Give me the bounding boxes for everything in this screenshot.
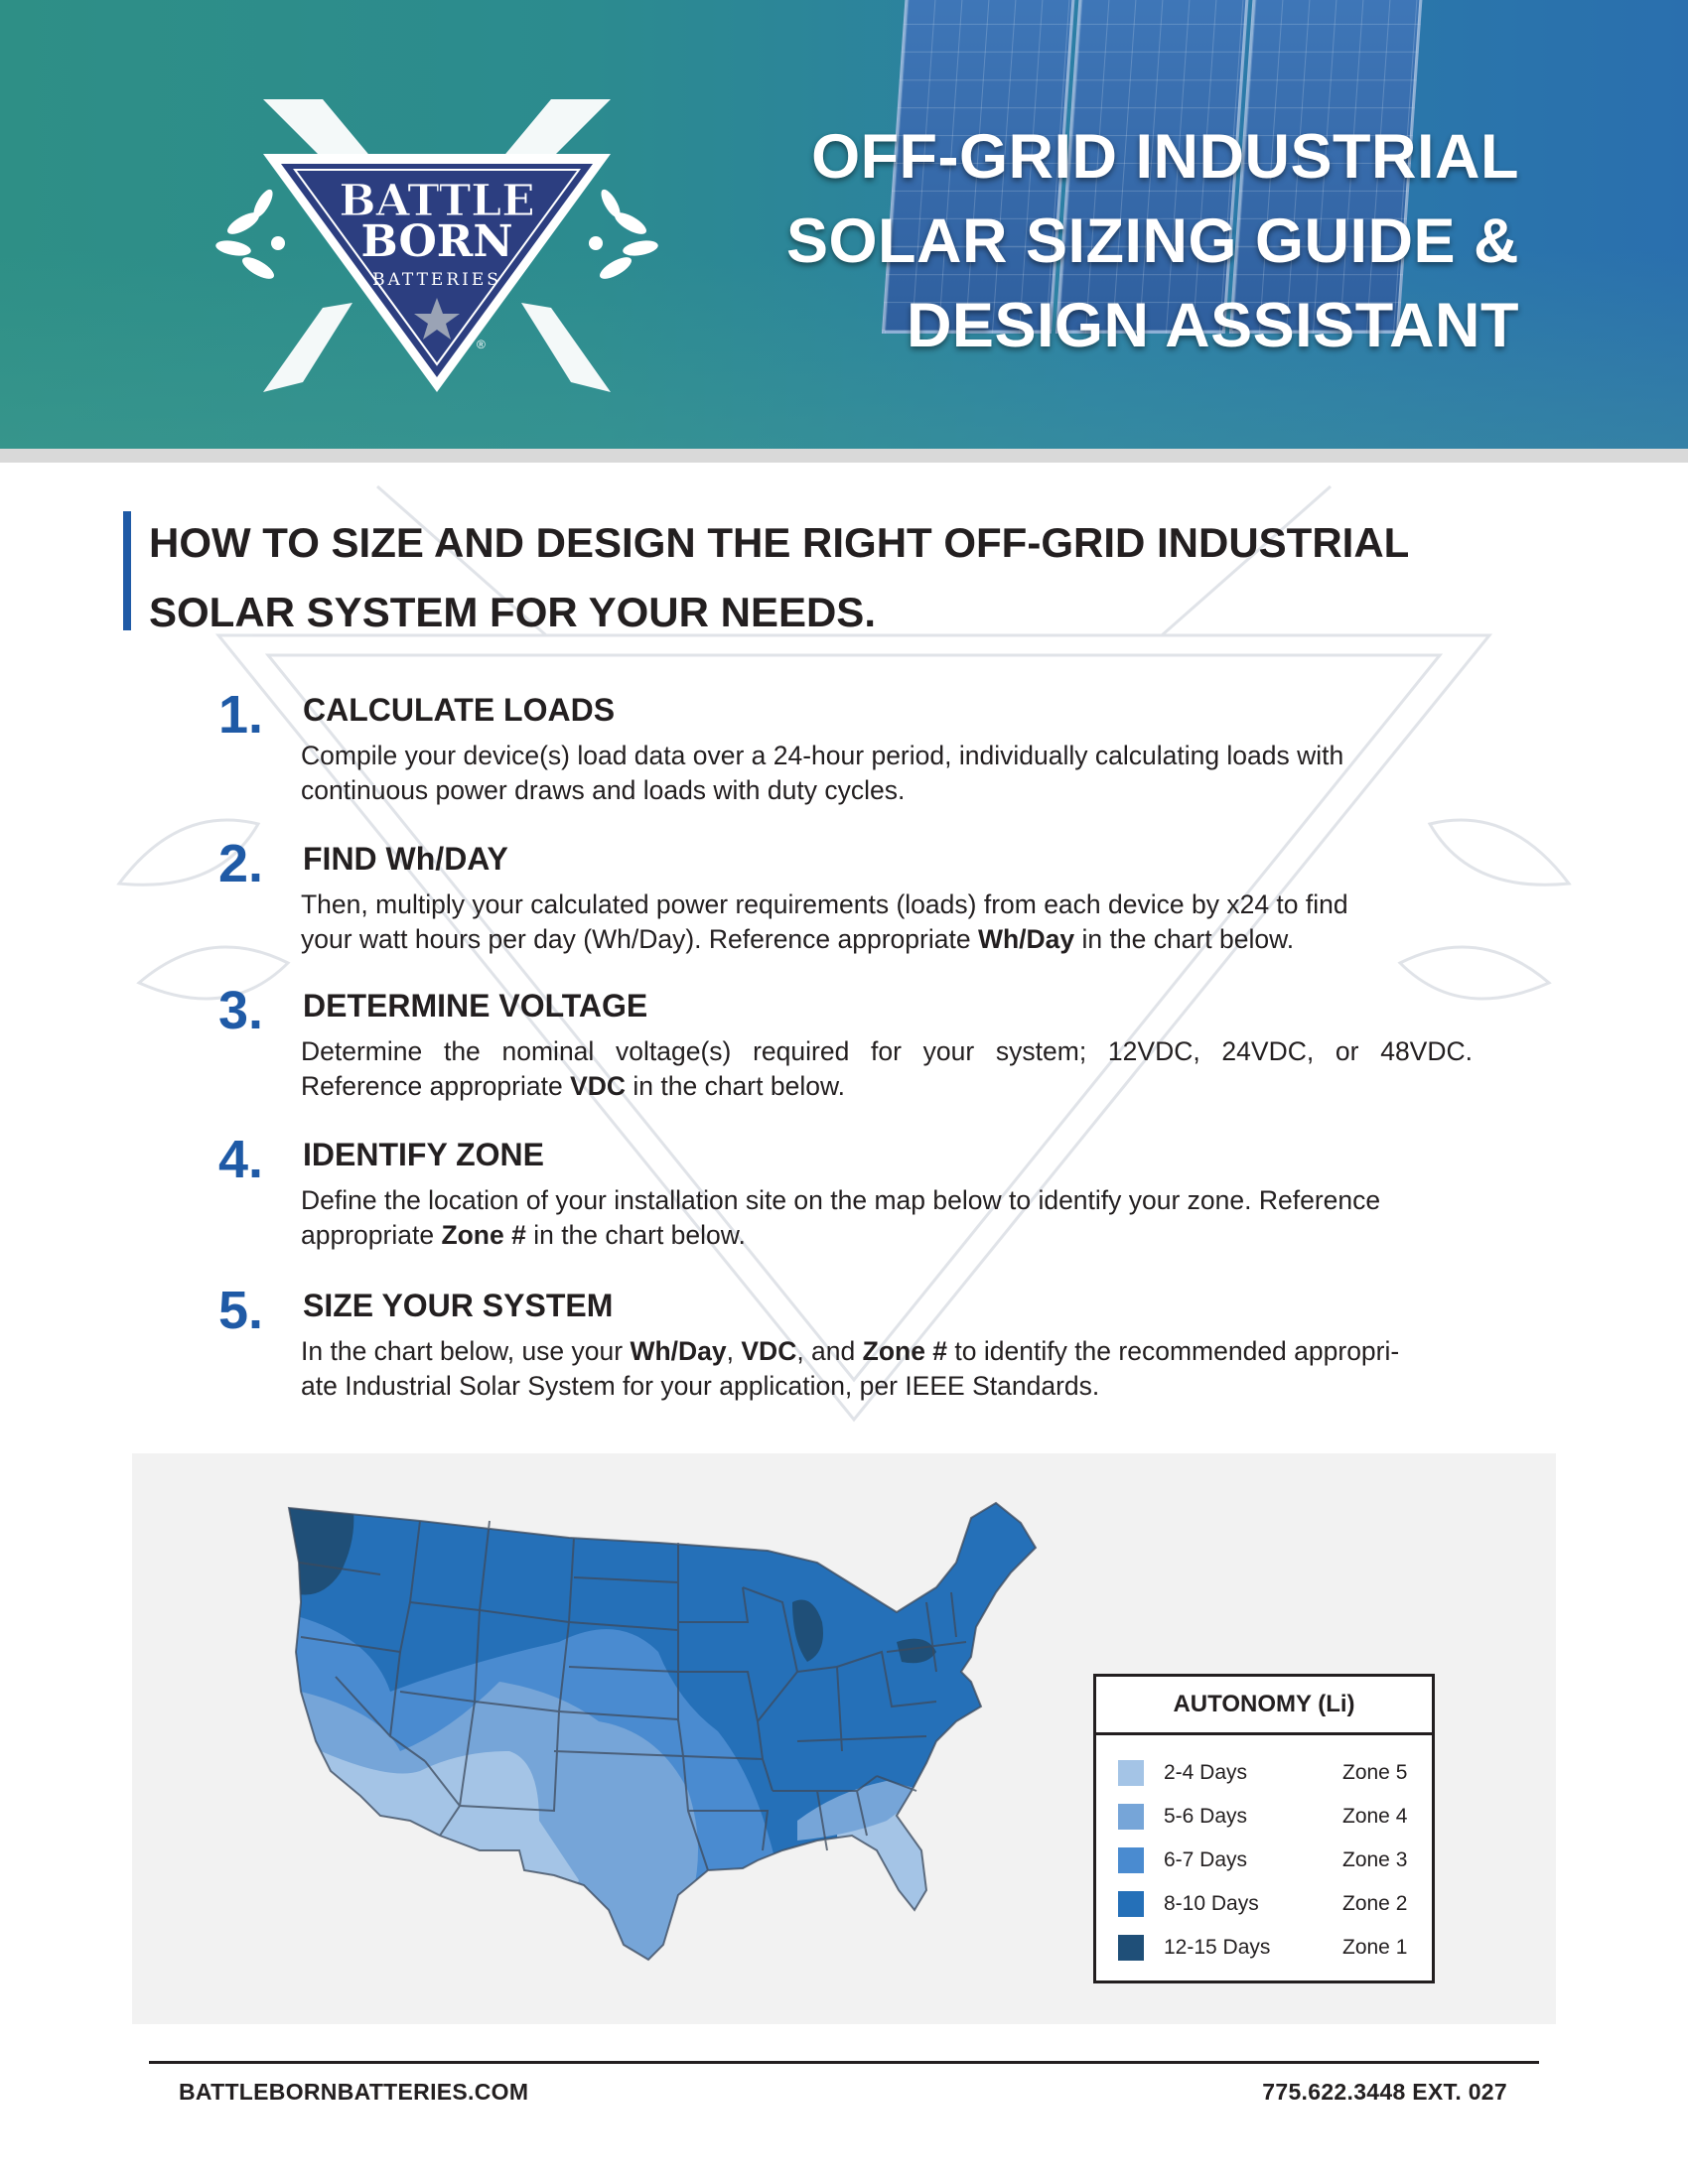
step-body-line: Compile your device(s) load data over a … [301,741,1344,770]
legend-days: 6-7 Days [1164,1848,1248,1871]
step-body-text: in the chart below. [626,1071,845,1101]
registered-mark: ® [477,338,486,351]
step-body-text: Reference appropriate [301,1071,571,1101]
step-number: 5. [218,1281,264,1340]
section-heading: HOW TO SIZE AND DESIGN THE RIGHT OFF-GRI… [149,508,1559,647]
logo-text-born: BORN [360,216,512,267]
step-title: CALCULATE LOADS [303,692,616,728]
heading-line: SOLAR SYSTEM FOR YOUR NEEDS. [149,589,876,635]
step-body-emphasis: Zone # [441,1220,526,1250]
step-body: Then, multiply your calculated power req… [301,887,1473,957]
step-body-emphasis: Zone # [862,1336,948,1366]
footer-website-link[interactable]: BATTLEBORNBATTERIES.COM [179,2079,529,2105]
legend-zone: Zone 4 [1342,1805,1408,1828]
step-body-text: in the chart below. [525,1220,746,1250]
legend-row: 12-15 Days Zone 1 [1096,1927,1432,1971]
step-body-text: your watt hours per day (Wh/Day). Refere… [301,924,978,954]
step-body: Compile your device(s) load data over a … [301,739,1473,808]
legend-title: AUTONOMY (Li) [1096,1677,1432,1735]
step-number: 4. [218,1130,264,1189]
legend-days: 8-10 Days [1164,1892,1259,1915]
step-number: 1. [218,685,264,745]
step-body-line: Define the location of your installation… [301,1185,1381,1215]
step-body-line: appropriate Zone # in the chart below. [301,1218,1473,1253]
legend-zone: Zone 2 [1342,1892,1408,1915]
zone-map-panel: AUTONOMY (Li) 2-4 Days Zone 5 5-6 Days Z… [132,1453,1556,2024]
hero-title-line: SOLAR SIZING GUIDE & [785,206,1519,276]
step-body: Determine the nominal voltage(s) require… [301,1034,1473,1104]
step-title: IDENTIFY ZONE [303,1137,544,1172]
step-body-emphasis: Wh/Day [977,924,1075,954]
autonomy-legend: AUTONOMY (Li) 2-4 Days Zone 5 5-6 Days Z… [1093,1674,1435,1983]
hero-title-line: OFF-GRID INDUSTRIAL [811,122,1519,192]
legend-swatch [1118,1804,1144,1830]
legend-swatch [1118,1891,1144,1917]
step-number: 2. [218,834,264,893]
step-body-text: in the chart below. [1074,924,1295,954]
step-body-text: appropriate [301,1220,442,1250]
step-body-line: your watt hours per day (Wh/Day). Refere… [301,922,1473,957]
step-body-line: continuous power draws and loads with du… [301,775,906,805]
us-zone-map [287,1501,1038,1962]
hero-ground [0,248,1688,449]
legend-row: 5-6 Days Zone 4 [1096,1796,1432,1840]
legend-row: 8-10 Days Zone 2 [1096,1883,1432,1927]
legend-row: 6-7 Days Zone 3 [1096,1840,1432,1883]
hero-divider [0,449,1688,463]
logo-text-batteries: BATTERIES [372,270,501,290]
step-body: Define the location of your installation… [301,1183,1473,1253]
legend-swatch [1118,1847,1144,1873]
step-body-emphasis: Wh/Day [630,1336,727,1366]
footer-phone: 775.622.3448 EXT. 027 [1262,2079,1507,2105]
step-body-line: ate Industrial Solar System for your app… [301,1371,1100,1401]
step-body-line: Then, multiply your calculated power req… [301,889,1348,919]
logo-watermark [116,484,1572,1423]
step-title: DETERMINE VOLTAGE [303,988,648,1024]
step-number: 3. [218,981,264,1040]
logo-text-battle: BATTLE [339,176,534,226]
step-body-text: to identify the recommended appropri- [947,1336,1400,1366]
step-body-line: Reference appropriate VDC in the chart b… [301,1069,1473,1104]
star-icon [414,298,460,340]
legend-zone: Zone 3 [1342,1848,1408,1871]
legend-zone: Zone 1 [1342,1936,1408,1959]
legend-row: 2-4 Days Zone 5 [1096,1752,1432,1796]
step-body-text: , [726,1336,742,1366]
hero-banner: BATTLE BORN BATTERIES ® OFF-GRID INDUSTR… [0,0,1688,449]
step-body-emphasis: VDC [570,1071,627,1101]
step-body: In the chart below, use your Wh/Day, VDC… [301,1334,1473,1404]
legend-zone: Zone 5 [1342,1761,1408,1784]
step-body-text: , and [796,1336,863,1366]
hero-title: OFF-GRID INDUSTRIAL SOLAR SIZING GUIDE &… [626,115,1519,368]
legend-days: 5-6 Days [1164,1805,1248,1828]
step-body-text: In the chart below, use your [301,1336,631,1366]
step-body-line: In the chart below, use your Wh/Day, VDC… [301,1334,1473,1369]
step-title: SIZE YOUR SYSTEM [303,1288,614,1323]
battle-born-logo: BATTLE BORN BATTERIES ® [215,99,658,392]
heading-line: HOW TO SIZE AND DESIGN THE RIGHT OFF-GRI… [149,519,1410,566]
step-body-line: Determine the nominal voltage(s) require… [301,1036,1473,1066]
legend-days: 12-15 Days [1164,1936,1271,1959]
footer-divider [149,2061,1539,2064]
legend-days: 2-4 Days [1164,1761,1248,1784]
legend-swatch [1118,1760,1144,1786]
legend-swatch [1118,1935,1144,1961]
step-title: FIND Wh/DAY [303,841,508,877]
heading-accent-bar [123,511,131,630]
hero-title-line: DESIGN ASSISTANT [906,291,1519,360]
step-body-emphasis: VDC [741,1336,797,1366]
